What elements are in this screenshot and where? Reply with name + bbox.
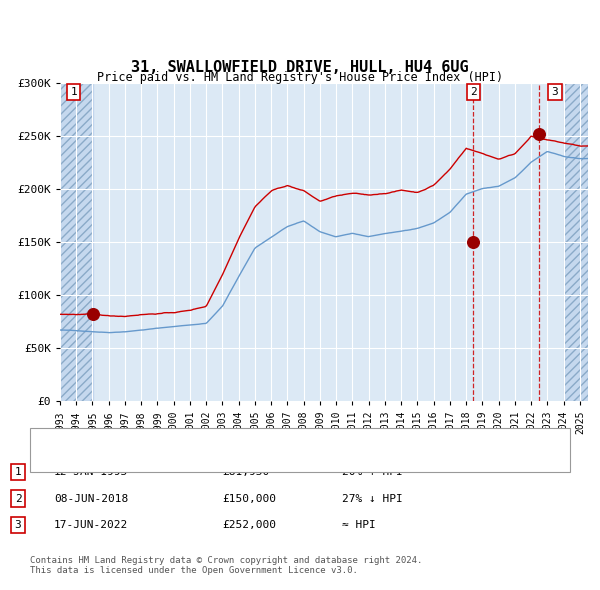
Text: ——: —— (48, 431, 65, 445)
Text: 1: 1 (70, 87, 77, 97)
Text: Contains HM Land Registry data © Crown copyright and database right 2024.
This d: Contains HM Land Registry data © Crown c… (30, 556, 422, 575)
Bar (563, 83, 588, 401)
Text: 27% ↓ HPI: 27% ↓ HPI (342, 494, 403, 503)
Text: ——: —— (48, 449, 65, 463)
Point (88, 309, 98, 319)
Text: £252,000: £252,000 (222, 520, 276, 530)
Text: 1: 1 (14, 467, 22, 477)
Text: £81,950: £81,950 (222, 467, 269, 477)
Text: 31, SWALLOWFIELD DRIVE, HULL, HU4 6UG: 31, SWALLOWFIELD DRIVE, HULL, HU4 6UG (131, 60, 469, 76)
Text: 08-JUN-2018: 08-JUN-2018 (54, 494, 128, 503)
Text: 17-JUN-2022: 17-JUN-2022 (54, 520, 128, 530)
Text: ≈ HPI: ≈ HPI (342, 520, 376, 530)
Bar (60, 83, 93, 401)
Text: HPI: Average price, detached house, City of Kingston upon Hull: HPI: Average price, detached house, City… (93, 451, 481, 461)
Text: £150,000: £150,000 (222, 494, 276, 503)
Bar (563, 83, 588, 401)
Text: 20% ↑ HPI: 20% ↑ HPI (342, 467, 403, 477)
Point (534, 129, 544, 138)
Text: Price paid vs. HM Land Registry's House Price Index (HPI): Price paid vs. HM Land Registry's House … (97, 71, 503, 84)
Text: 2: 2 (14, 494, 22, 503)
Bar (60, 83, 93, 401)
Text: 31, SWALLOWFIELD DRIVE, HULL, HU4 6UG (detached house): 31, SWALLOWFIELD DRIVE, HULL, HU4 6UG (d… (93, 434, 431, 443)
Point (469, 237, 478, 247)
Text: 12-JAN-1995: 12-JAN-1995 (54, 467, 128, 477)
Text: 3: 3 (551, 87, 558, 97)
Text: 2: 2 (470, 87, 476, 97)
Text: 3: 3 (14, 520, 22, 530)
